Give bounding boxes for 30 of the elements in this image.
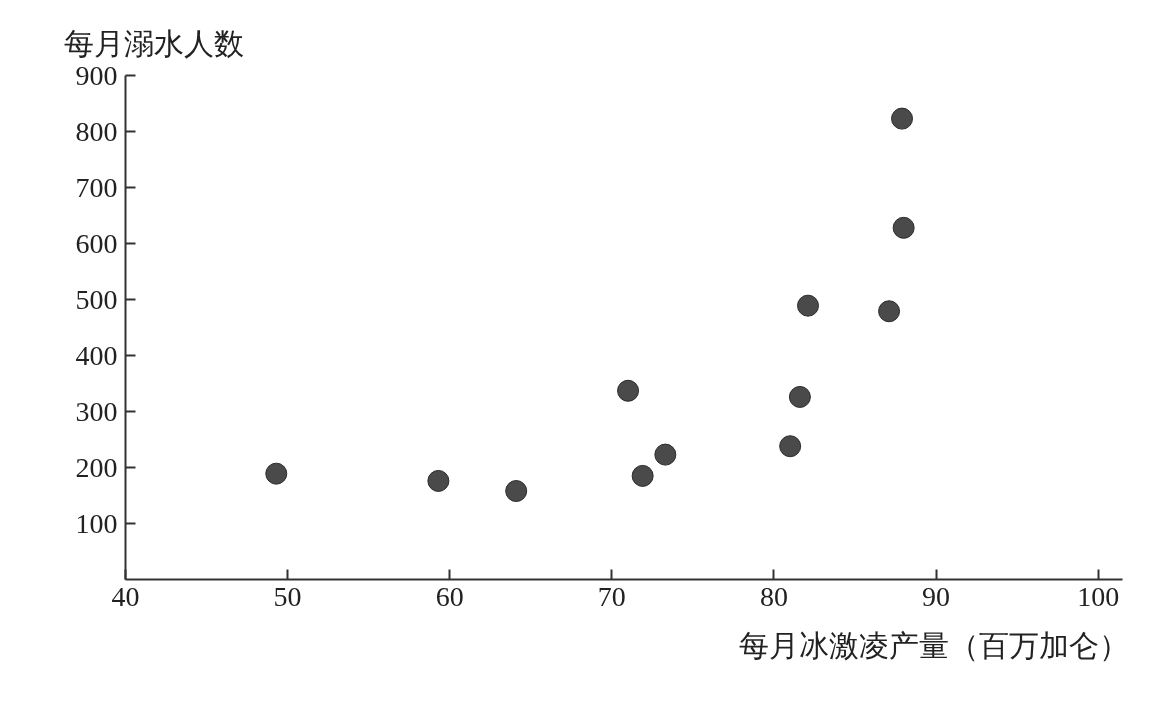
x-tick-label: 90 — [922, 580, 951, 612]
x-tick-label: 70 — [597, 580, 626, 612]
point — [427, 469, 450, 492]
x-tick-label: 100 — [1077, 580, 1120, 612]
y-tick-label: 500 — [75, 283, 118, 315]
point — [654, 443, 677, 466]
x-tick-label: 60 — [435, 580, 464, 612]
y-tick-label: 600 — [75, 227, 118, 259]
point — [892, 216, 915, 239]
point — [891, 107, 914, 130]
y-tick-label: 400 — [75, 339, 118, 371]
x-tick-label: 50 — [273, 580, 302, 612]
point — [631, 464, 654, 487]
x-tick-label: 80 — [759, 580, 788, 612]
x-tick-label: 40 — [111, 580, 140, 612]
y-tick-label: 200 — [75, 451, 118, 483]
y-axis-title: 每月溺水人数 — [63, 26, 244, 60]
y-tick-label: 900 — [75, 59, 118, 91]
point — [265, 462, 288, 485]
point — [505, 480, 528, 502]
point — [797, 294, 819, 317]
y-tick-label: 300 — [75, 395, 118, 427]
point — [788, 385, 811, 408]
y-tick-label: 800 — [75, 115, 118, 147]
y-tick-label: 700 — [75, 171, 118, 203]
point — [878, 300, 901, 323]
point — [617, 379, 640, 402]
x-axis-title: 每月冰激凌产量（百万加仑） — [738, 628, 1129, 662]
y-tick-label: 100 — [75, 507, 118, 539]
point — [779, 435, 802, 458]
